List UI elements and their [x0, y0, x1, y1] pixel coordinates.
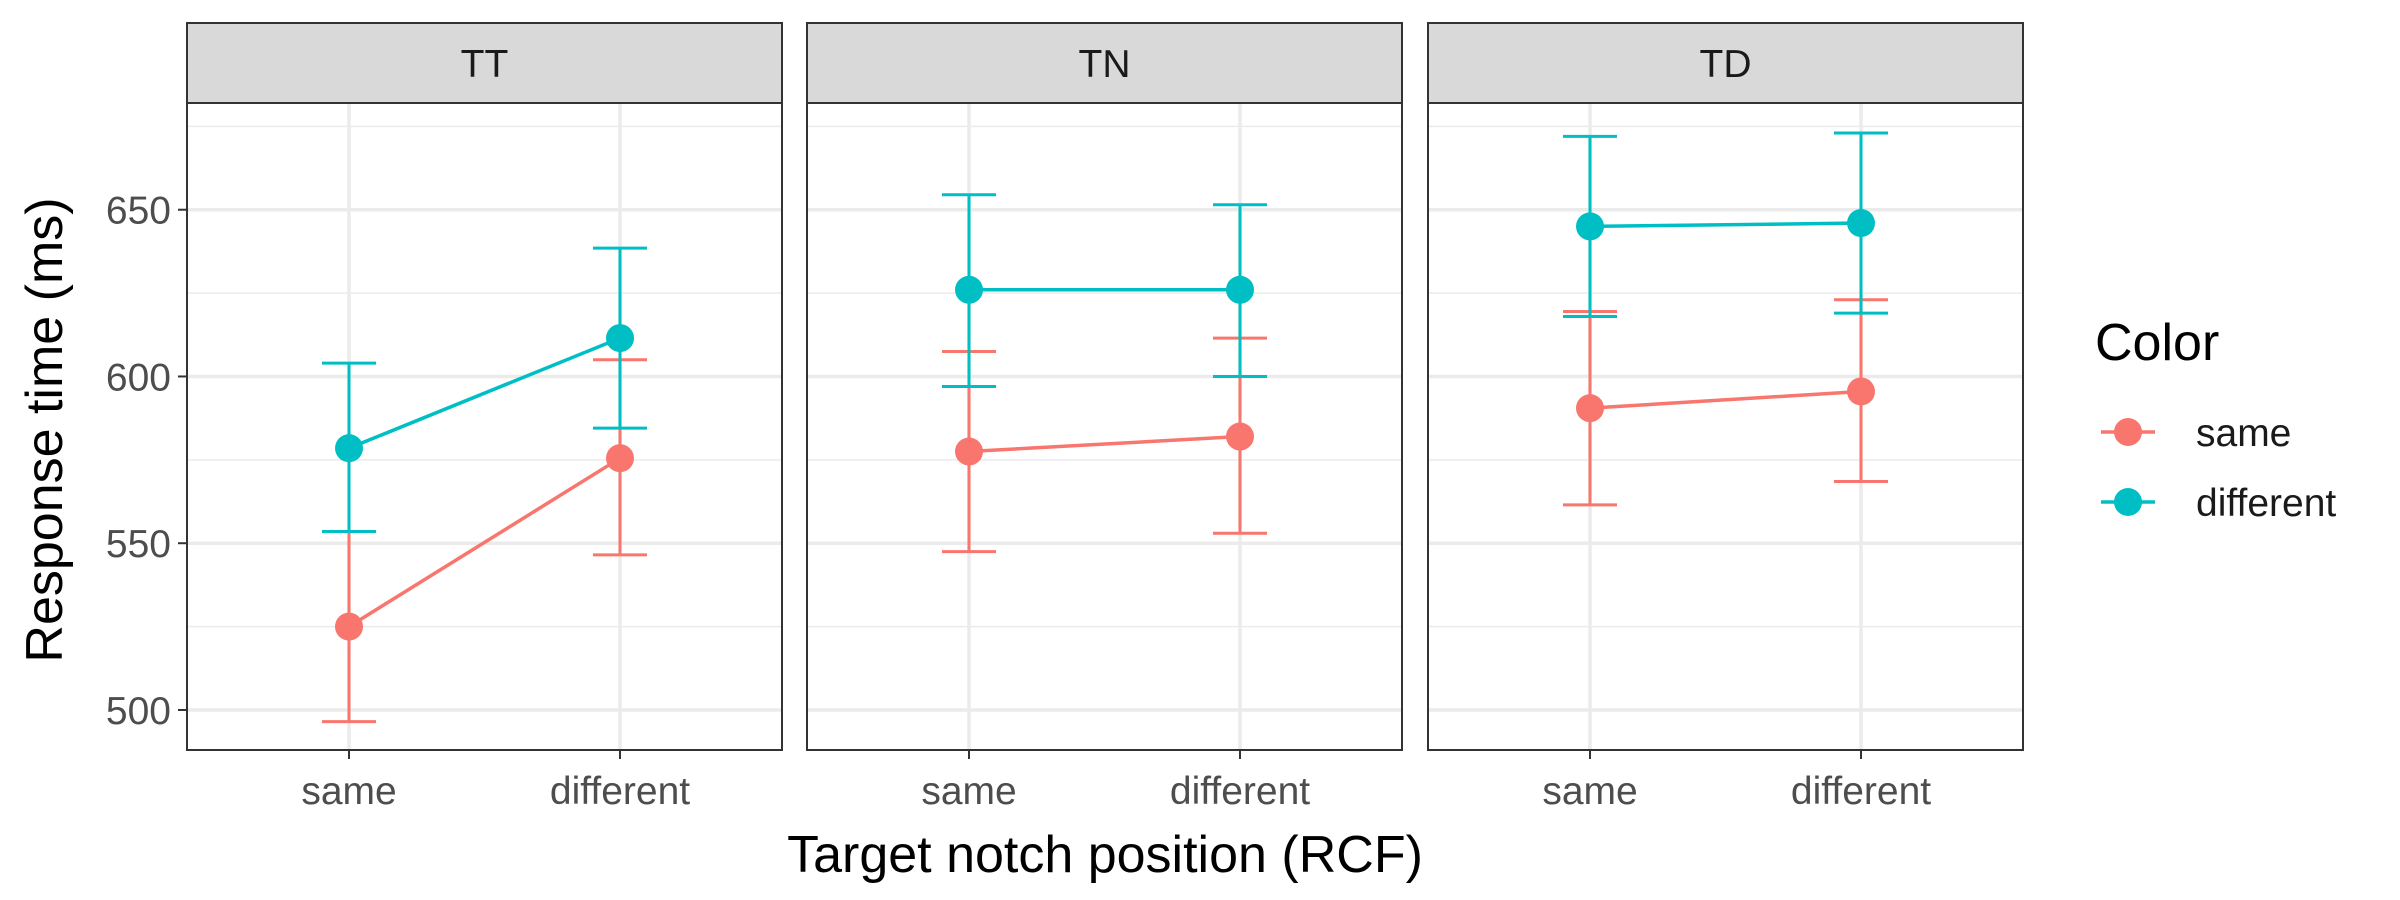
series-line: [1589, 389, 1862, 410]
series-same-tn: [942, 336, 1267, 554]
x-tick-label: same: [301, 770, 396, 813]
panel-td: TD same different: [1427, 22, 2024, 813]
data-point-same: [335, 434, 363, 463]
legend-item-different: different: [2101, 482, 2336, 525]
x-tick-label: same: [921, 770, 1016, 813]
x-axis-title: Target notch position (RCF): [787, 826, 1423, 884]
series-line: [348, 336, 621, 450]
facet-strip-label: TN: [1079, 43, 1131, 86]
panel-background: [187, 103, 782, 750]
panel-tt: TT same different: [186, 22, 783, 813]
legend-title: Color: [2095, 314, 2219, 372]
facet-strip: [806, 22, 1403, 104]
y-tick-label: 600: [106, 356, 171, 399]
facet-strip-label: TT: [461, 43, 509, 86]
legend-key-point: [2114, 418, 2142, 446]
series-different-td: [1563, 131, 1888, 318]
panels-layer: TT same different TN same different TD same diff…: [106, 22, 2024, 813]
series-line: [348, 456, 621, 629]
series-different-tn: [942, 193, 1267, 388]
y-axis-title: Response time (ms): [16, 197, 74, 662]
legend-item-same: same: [2101, 412, 2291, 455]
panel-background: [807, 103, 1402, 750]
facet-strip-label: TD: [1700, 43, 1752, 86]
x-tick-label: different: [1170, 770, 1310, 813]
x-tick-label: same: [1542, 770, 1637, 813]
data-point-same: [1576, 212, 1604, 241]
series-different-tt: [322, 246, 647, 534]
facet-strip: [1427, 22, 2024, 104]
data-point-same: [955, 437, 983, 466]
data-point-different: [1226, 275, 1254, 304]
legend-key-point: [2114, 488, 2142, 516]
data-point-different: [1847, 209, 1875, 238]
legend-label: different: [2196, 482, 2336, 525]
data-point-same: [1576, 394, 1604, 423]
legend: Color same different: [2095, 314, 2336, 525]
data-point-different: [606, 444, 634, 473]
x-tick-label: different: [550, 770, 690, 813]
y-axis: 500 550 600 650: [106, 190, 187, 733]
y-tick-label: 550: [106, 523, 171, 566]
facet-strip: [186, 22, 783, 104]
panel-tn: TN same different: [806, 22, 1403, 813]
y-tick-label: 500: [106, 690, 171, 733]
x-tick-label: different: [1791, 770, 1931, 813]
series-line: [968, 434, 1241, 454]
legend-label: same: [2196, 412, 2291, 455]
data-point-different: [1847, 377, 1875, 406]
series-same-td: [1563, 298, 1888, 507]
data-point-different: [606, 324, 634, 353]
data-point-different: [1226, 422, 1254, 451]
panel-background: [1428, 103, 2023, 750]
data-point-same: [955, 275, 983, 304]
series-line: [1589, 221, 1862, 229]
y-tick-label: 650: [106, 190, 171, 233]
data-point-same: [335, 612, 363, 641]
